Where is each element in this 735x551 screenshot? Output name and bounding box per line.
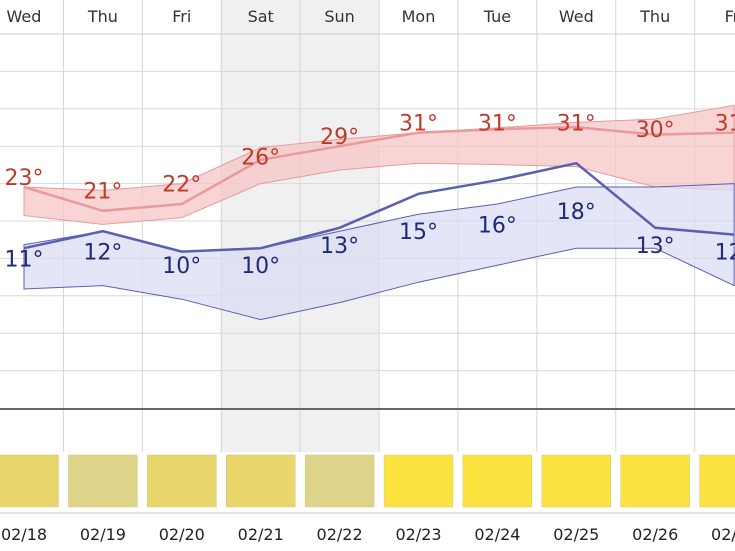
day-label: Fri xyxy=(725,7,735,26)
low-temp-label: 10° xyxy=(162,254,201,279)
low-temp-label: 11° xyxy=(5,247,44,272)
day-label: Fri xyxy=(172,7,191,26)
low-temp-label: 15° xyxy=(399,220,438,245)
date-axis: 02/18 02/19 02/20 02/21 02/22 02/23 02/24 02/25… xyxy=(0,512,735,544)
high-temperature-line xyxy=(23,125,735,213)
high-temp-label: 31° xyxy=(399,111,438,136)
day-label: Sun xyxy=(324,7,354,26)
daily-swatch[interactable] xyxy=(541,454,611,508)
day-label: Thu xyxy=(639,7,670,26)
high-temp-label: 31° xyxy=(715,111,735,136)
daily-swatch[interactable] xyxy=(620,454,690,508)
date-label: 02/27 xyxy=(711,525,735,544)
date-label: 02/26 xyxy=(632,525,678,544)
daily-swatch[interactable] xyxy=(699,454,735,508)
high-temp-label: 31° xyxy=(478,111,517,136)
date-label: 02/21 xyxy=(238,525,284,544)
day-label: Wed xyxy=(559,7,594,26)
day-header: Wed Thu Fri Sat Sun Mon Tue Wed Thu Fri xyxy=(7,7,735,26)
low-temp-label: 13° xyxy=(636,234,675,259)
high-temp-label: 29° xyxy=(320,125,359,150)
low-temperature-line xyxy=(23,161,735,253)
high-temp-label: 31° xyxy=(557,111,596,136)
date-label: 02/18 xyxy=(1,525,47,544)
date-label: 02/19 xyxy=(80,525,126,544)
day-label: Tue xyxy=(483,7,511,26)
range-bands xyxy=(23,104,735,321)
daily-swatches[interactable] xyxy=(0,454,735,508)
day-label: Thu xyxy=(87,7,118,26)
daily-swatch[interactable] xyxy=(0,454,59,508)
temperature-labels: 23° 21° 22° 26° 29° 31° 31° 31° 30° 31° 11° 12° 10° 1… xyxy=(5,111,735,279)
low-temp-label: 10° xyxy=(241,254,280,279)
date-label: 02/25 xyxy=(553,525,599,544)
low-temp-label: 13° xyxy=(320,234,359,259)
high-temp-label: 30° xyxy=(636,118,675,143)
daily-swatch[interactable] xyxy=(226,454,296,508)
daily-swatch[interactable] xyxy=(383,454,454,508)
low-temp-label: 18° xyxy=(557,200,596,225)
day-label: Mon xyxy=(402,7,436,26)
day-label: Wed xyxy=(7,7,42,26)
date-label: 02/20 xyxy=(159,525,205,544)
weekend-shade-sat xyxy=(221,0,301,452)
low-temp-label: 12° xyxy=(83,241,122,266)
date-label: 02/24 xyxy=(474,525,520,544)
series-lines xyxy=(23,125,735,253)
day-label: Sat xyxy=(248,7,274,26)
daily-swatch[interactable] xyxy=(462,454,533,508)
daily-swatch[interactable] xyxy=(68,454,138,508)
high-temp-label: 22° xyxy=(162,173,201,198)
date-label: 02/22 xyxy=(317,525,363,544)
low-temp-label: 16° xyxy=(478,213,517,238)
high-temp-label: 23° xyxy=(5,166,44,191)
high-temp-label: 21° xyxy=(83,179,122,204)
daily-swatch[interactable] xyxy=(304,454,375,508)
low-temp-label: 12° xyxy=(715,241,735,266)
high-temp-label: 26° xyxy=(241,145,280,170)
daily-swatch[interactable] xyxy=(147,454,217,508)
date-label: 02/23 xyxy=(395,525,441,544)
